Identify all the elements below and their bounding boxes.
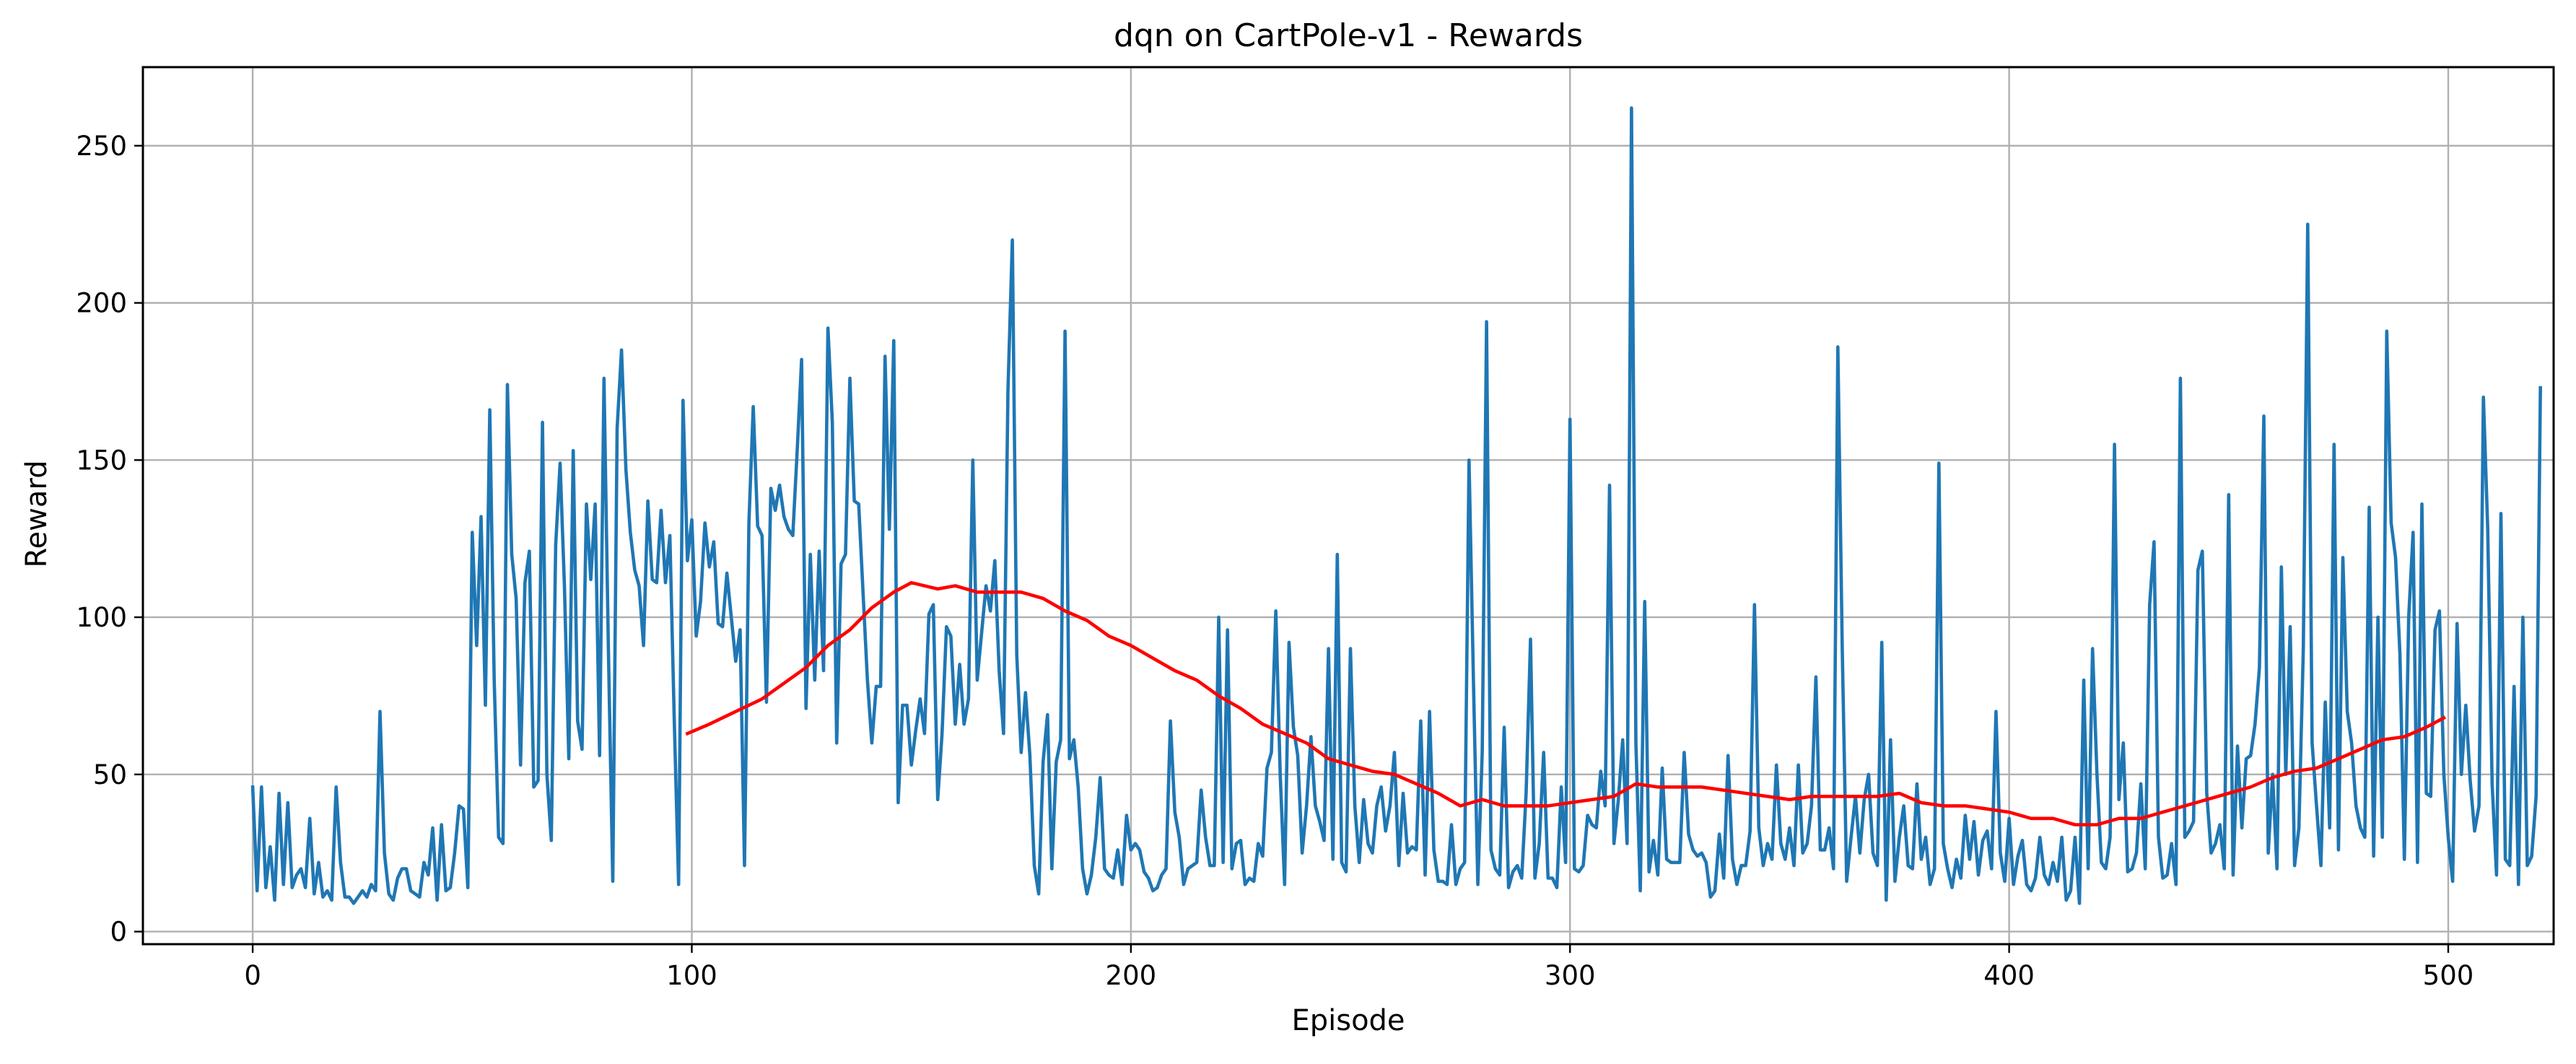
y-tick-label: 100 <box>76 602 127 633</box>
y-tick-label: 150 <box>76 445 127 476</box>
x-tick-label: 500 <box>2423 960 2474 991</box>
y-tick-label: 50 <box>93 759 127 790</box>
x-tick-label: 0 <box>244 960 261 991</box>
x-tick-label: 400 <box>1983 960 2035 991</box>
x-axis-label: Episode <box>1291 1004 1405 1037</box>
y-tick-label: 0 <box>110 917 127 948</box>
series-layer <box>250 106 2543 905</box>
x-tick-label: 100 <box>666 960 717 991</box>
tick-layer: 0 100 200 300 400 500 0 50 100 150 200 250 <box>76 131 2474 991</box>
y-axis-label: Reward <box>20 461 53 568</box>
x-tick-label: 200 <box>1106 960 1157 991</box>
chart-title: dqn on CartPole-v1 - Rewards <box>1114 17 1583 54</box>
x-tick-label: 300 <box>1545 960 1596 991</box>
y-tick-label: 200 <box>76 288 127 319</box>
episode-reward-line <box>250 106 2543 905</box>
plot-frame <box>141 66 2555 946</box>
moving-average-line <box>685 580 2447 827</box>
grid-layer <box>143 67 2554 944</box>
y-tick-label: 250 <box>76 131 127 162</box>
